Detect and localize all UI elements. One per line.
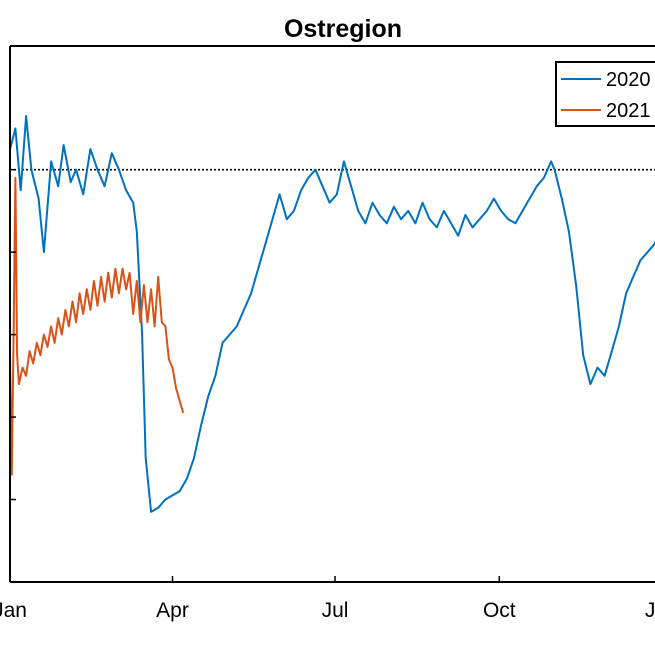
- series-line-2021: [9, 176, 185, 476]
- x-tick-label: Jul: [322, 599, 349, 622]
- chart-marks: [9, 115, 655, 513]
- x-tick-label: Apr: [156, 599, 189, 622]
- legend-label-2020: 2020: [606, 69, 651, 91]
- legend-label-2021: 2021: [606, 100, 651, 122]
- x-tick-label: Oct: [483, 599, 516, 622]
- plot-area: [10, 46, 655, 582]
- chart-title: Ostregion: [284, 15, 402, 43]
- series-line-2020: [9, 115, 655, 513]
- chart-axes: Jan Apr Jul Oct Jan: [0, 45, 655, 622]
- x-tick-label: Jan: [0, 599, 27, 622]
- x-tick-label: Jan: [645, 599, 655, 622]
- legend-box: [555, 61, 655, 127]
- chart-legend: 2020 2021: [555, 61, 655, 127]
